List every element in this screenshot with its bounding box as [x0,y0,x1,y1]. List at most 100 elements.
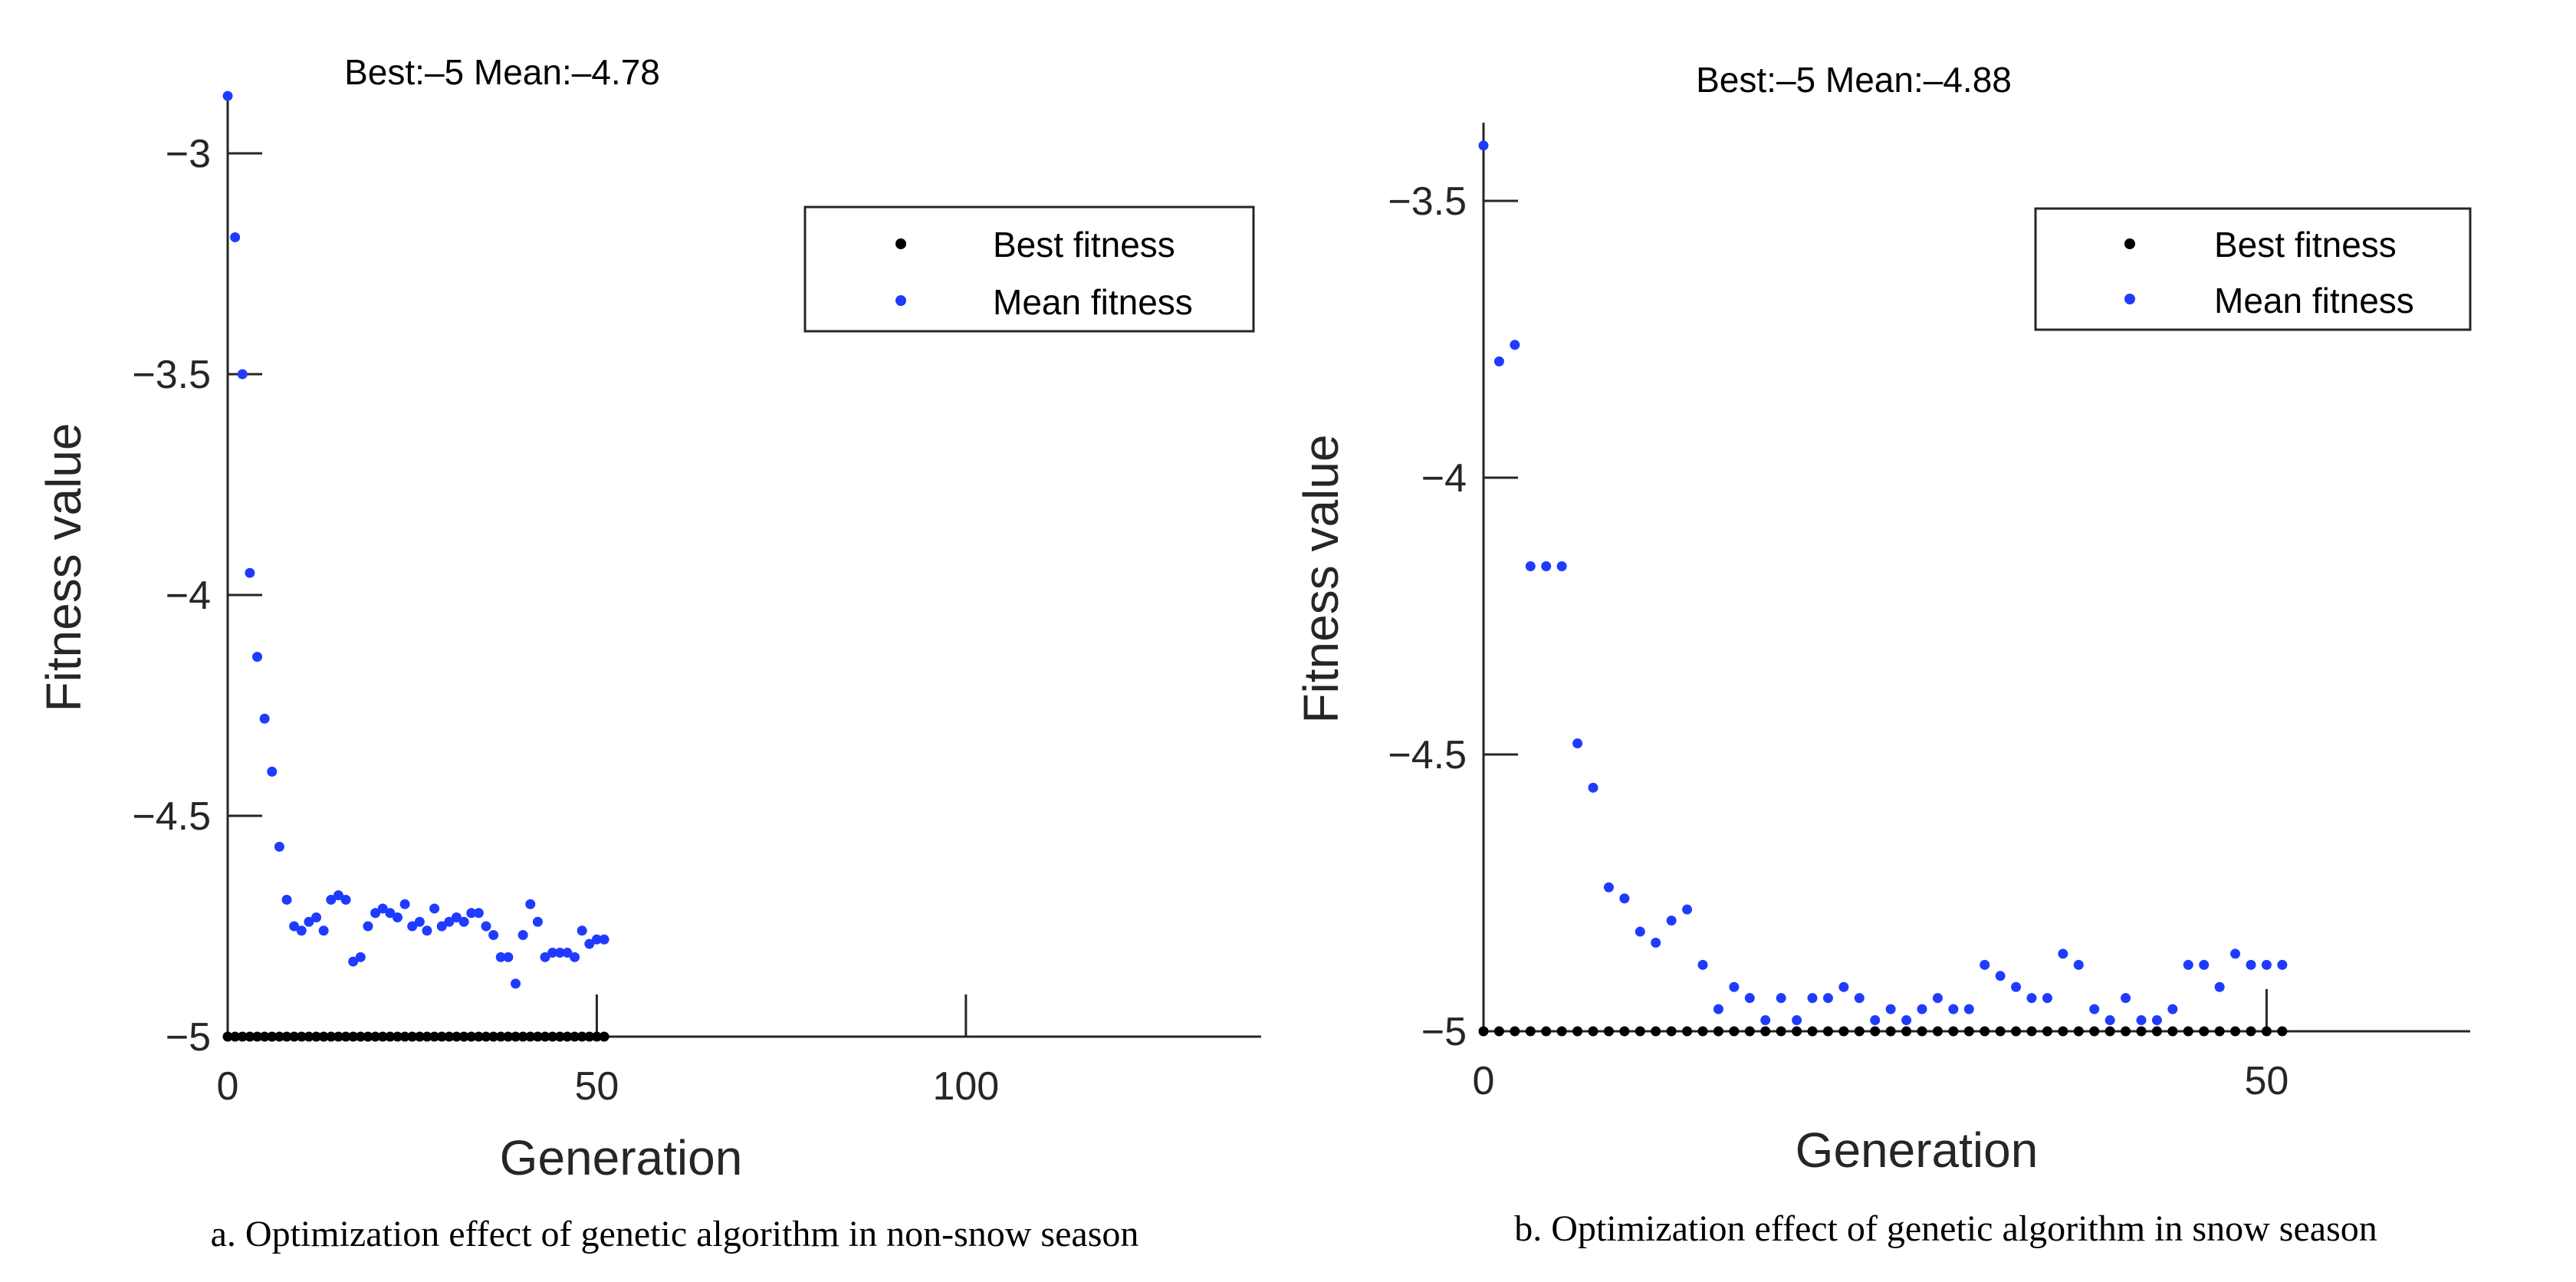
best-fitness-point [259,1031,270,1042]
mean-fitness-point [348,956,359,967]
mean-fitness-point [1870,1015,1881,1026]
mean-fitness-point [570,952,580,962]
mean-fitness-point [2089,1004,2100,1014]
mean-fitness-point [1556,561,1567,572]
best-fitness-point [304,1031,314,1042]
mean-fitness-point [503,952,514,962]
mean-fitness-point [245,567,255,578]
mean-fitness-point [2246,959,2256,970]
best-fitness-point [1713,1026,1723,1037]
y-tick-labels: −3 −3.5 −4 −4.5 −5 [132,132,211,1060]
mean-fitness-point [385,908,396,919]
mean-fitness-point [267,766,278,777]
best-fitness-point [2073,1026,2084,1037]
best-fitness-point [274,1031,284,1042]
mean-fitness-point [1729,981,1740,992]
mean-fitness-point [599,934,610,945]
mean-fitness-point [1541,561,1552,572]
best-fitness-point [1635,1026,1645,1037]
mean-fitness-point [458,916,469,927]
best-fitness-point [466,1031,477,1042]
mean-fitness-point [1588,782,1598,793]
best-fitness-point [289,1031,300,1042]
best-fitness-point [1870,1026,1881,1037]
best-fitness-point [2121,1026,2131,1037]
legend-marker-best [895,238,906,249]
mean-fitness-point [2042,993,2052,1004]
best-fitness-point [1651,1026,1661,1037]
best-fitness-point [1822,1026,1833,1037]
mean-fitness-point [1682,904,1693,915]
best-fitness-point [392,1031,402,1042]
best-fitness-point [340,1031,351,1042]
mean-fitness-point [2183,959,2193,970]
legend-label-mean: Mean fitness [993,282,1193,322]
y-tick-label: −3.5 [1388,179,1467,224]
best-fitness-point [2230,1026,2241,1037]
mean-fitness-point [1697,959,1708,970]
best-fitness-point [1885,1026,1896,1037]
mean-fitness-point [377,903,388,914]
y-tick-label: −4 [1421,456,1467,501]
best-fitness-point [1493,1026,1504,1037]
mean-fitness-point [577,925,587,936]
best-fitness-point [525,1031,536,1042]
mean-fitness-point [1854,993,1865,1004]
best-fitness-point [318,1031,329,1042]
mean-fitness-point [1619,893,1630,904]
best-fitness-point [577,1031,587,1042]
mean-fitness-point [1792,1015,1802,1026]
mean-fitness-point [518,930,528,941]
best-fitness-point [1619,1026,1630,1037]
mean-fitness-point [444,916,455,927]
mean-fitness-point [1635,926,1645,937]
y-axis-label: Fitness value [36,422,91,712]
best-fitness-point [2199,1026,2210,1037]
mean-fitness-point [2167,1004,2178,1014]
best-fitness-point [1729,1026,1740,1037]
mean-fitness-point [340,894,351,905]
best-fitness-point [385,1031,396,1042]
mean-fitness-point [274,841,284,852]
mean-fitness-point [326,894,337,905]
best-fitness-point [1556,1026,1567,1037]
best-fitness-point [2246,1026,2256,1037]
mean-fitness-point [252,652,263,662]
chart-title: Best:–5 Mean:–4.88 [1696,60,2012,100]
mean-fitness-point [333,890,343,901]
x-tick-label: 50 [2245,1059,2289,1103]
y-tick-labels: −3.5 −4 −4.5 −5 [1388,179,1467,1054]
best-fitness-point [1525,1026,1536,1037]
best-fitness-point [570,1031,580,1042]
mean-fitness-point [2230,948,2241,959]
legend-label-best: Best fitness [2214,225,2397,265]
best-fitness-point [296,1031,307,1042]
mean-fitness-point [562,948,573,958]
mean-fitness-point [1760,1015,1771,1026]
best-fitness-point [1901,1026,1912,1037]
best-fitness-point [444,1031,455,1042]
mean-fitness-point [429,903,440,914]
best-fitness-point [532,1031,543,1042]
mean-fitness-point [1603,882,1614,892]
y-tick-label: −5 [166,1015,211,1060]
best-fitness-point [554,1031,565,1042]
best-fitness-point [422,1031,432,1042]
mean-fitness-point [547,948,558,958]
best-fitness-point [2011,1026,2022,1037]
best-fitness-point [429,1031,440,1042]
best-fitness-point [407,1031,418,1042]
best-fitness-point [495,1031,506,1042]
best-fitness-point [1478,1026,1489,1037]
mean-fitness-point [1744,993,1755,1004]
best-fitness-point [2058,1026,2068,1037]
best-fitness-point [1963,1026,1974,1037]
best-fitness-point [1666,1026,1677,1037]
mean-fitness-point [2214,981,2225,992]
mean-fitness-point [473,908,484,919]
mean-fitness-point [481,921,491,932]
chart-panel-b: Best:–5 Mean:–4.88 −3.5 −4 −4.5 −5 0 50 Gene… [1293,60,2472,1249]
legend-label-best: Best fitness [993,225,1175,265]
best-fitness-point [1541,1026,1552,1037]
mean-fitness-point [1651,937,1661,948]
